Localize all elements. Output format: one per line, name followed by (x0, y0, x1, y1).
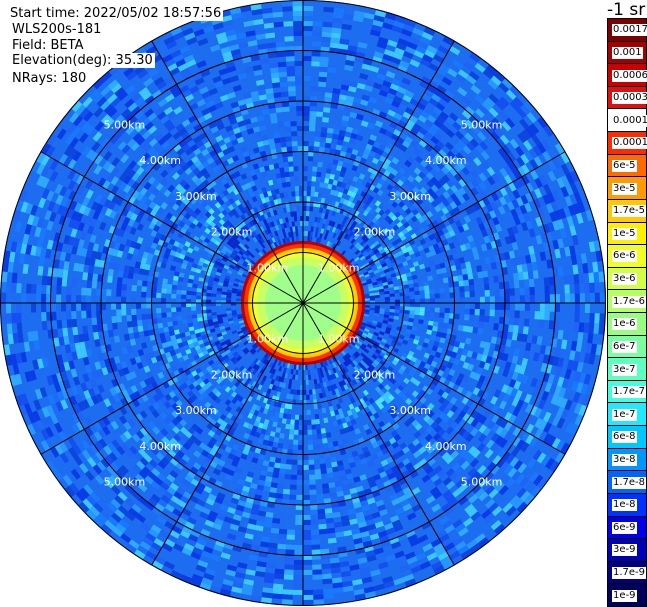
azimuth-spoke (151, 302, 304, 566)
colorbar-tick-label: 1e-8 (612, 499, 637, 512)
colorbar-tick-label: 1.7e-8 (612, 476, 647, 489)
colorbar-tick-label: 0.00017 (612, 114, 647, 127)
colorbar-swatch: 3e-6 (607, 266, 647, 291)
azimuth-spoke (151, 40, 304, 304)
azimuth-spoke (40, 151, 304, 304)
range-ring-label: 5.00km (104, 476, 146, 489)
colorbar-swatch: 3e-9 (607, 538, 647, 562)
colorbar-tick-label: 0.001 (612, 46, 643, 59)
colorbar-swatch: 0.0017 (607, 18, 647, 42)
colorbar-swatch: 1.7e-5 (607, 198, 647, 223)
colorbar-swatch: 0.0006 (607, 63, 647, 87)
colorbar-swatch: 1.7e-9 (607, 560, 647, 585)
colorbar-swatch: 1.7e-6 (607, 289, 647, 313)
colorbar-swatch: 1e-8 (607, 492, 647, 517)
range-ring-label: 3.00km (175, 404, 217, 417)
azimuth-spoke (302, 302, 455, 566)
colorbar-tick-label: 3e-9 (612, 544, 637, 557)
colorbar-tick-label: 0.0017 (612, 24, 647, 37)
colorbar-swatch: 1e-6 (607, 312, 647, 336)
colorbar-swatch: 0.0001 (607, 131, 647, 155)
range-ring-label: 4.00km (425, 440, 467, 453)
range-ring-label: 3.00km (389, 404, 431, 417)
colorbar-swatch: 0.00017 (607, 108, 647, 133)
range-ring-label: 2.00km (211, 368, 253, 381)
azimuth-spoke (302, 151, 566, 304)
azimuth-spokes (0, 0, 606, 606)
device-label: WLS200s-181 (10, 22, 104, 37)
colorbar-tick-label: 3e-7 (612, 363, 637, 376)
azimuth-spoke (302, 302, 566, 455)
colorbar-tick-label: 6e-6 (612, 250, 637, 263)
range-ring-label: 5.00km (104, 118, 146, 131)
colorbar-tick-label: 0.0006 (612, 69, 647, 82)
colorbar-tick-label: 1e-7 (612, 408, 637, 421)
range-ring-label: 2.00km (354, 368, 396, 381)
elevation-label: Elevation(deg): 35.30 (10, 53, 155, 68)
colorbar-tick-label: 1.7e-6 (612, 295, 647, 308)
nrays-label: NRays: 180 (10, 71, 89, 86)
colorbar-swatch: 1e-9 (607, 583, 647, 607)
colorbar-tick-label: 6e-5 (612, 159, 637, 172)
range-ring-label: 1.00km (318, 261, 360, 274)
range-ring-labels: 1.00km 1.00km 1.00km 1.00km 2.00km 2.00km 2.00… (104, 118, 503, 488)
start-time-label: Start time: 2022/05/02 18:57:56 (8, 6, 224, 21)
range-ring-label: 5.00km (461, 118, 503, 131)
colorbar-tick-label: 1.7e-7 (612, 386, 647, 399)
colorbar: 0.0017 0.001 0.0006 0.0003 0.00017 0.0001 6e-5… (607, 18, 647, 607)
colorbar-swatch: 6e-5 (607, 153, 647, 178)
range-ring-label: 1.00km (247, 261, 289, 274)
colorbar-tick-label: 1e-9 (612, 589, 637, 602)
colorbar-swatch: 1e-5 (607, 221, 647, 246)
colorbar-swatch: 6e-7 (607, 334, 647, 359)
colorbar-tick-label: 6e-7 (612, 340, 637, 353)
colorbar-swatch: 3e-5 (607, 176, 647, 200)
range-ring-label: 4.00km (425, 154, 467, 167)
range-ring-label: 1.00km (318, 333, 360, 346)
azimuth-spoke (40, 302, 304, 455)
range-ring-label: 4.00km (139, 440, 181, 453)
colorbar-swatch: 1.7e-7 (607, 379, 647, 404)
colorbar-swatch: 0.0003 (607, 85, 647, 110)
colorbar-swatch: 6e-8 (607, 425, 647, 449)
colorbar-swatch: 3e-7 (607, 357, 647, 381)
colorbar-swatch: 6e-6 (607, 244, 647, 268)
range-ring-label: 1.00km (247, 333, 289, 346)
colorbar-tick-label: 3e-5 (612, 182, 637, 195)
colorbar-tick-label: 0.0001 (612, 137, 647, 150)
colorbar-swatch: 3e-8 (607, 447, 647, 472)
colorbar-tick-label: 1.7e-9 (612, 567, 647, 580)
colorbar-tick-label: 3e-8 (612, 453, 637, 466)
range-ring-label: 4.00km (139, 154, 181, 167)
colorbar-tick-label: 0.0003 (612, 92, 647, 105)
colorbar-tick-label: 1.7e-5 (612, 205, 647, 218)
colorbar-swatch: 1.7e-8 (607, 470, 647, 494)
azimuth-spoke (302, 40, 455, 304)
colorbar-tick-label: 6e-9 (612, 521, 637, 534)
colorbar-swatch: 6e-9 (607, 515, 647, 540)
colorbar-tick-label: 3e-6 (612, 273, 637, 286)
colorbar-tick-label: 6e-8 (612, 431, 637, 444)
ppi-scan-map: 1.00km 1.00km 1.00km 1.00km 2.00km 2.00km 2.00… (0, 0, 606, 606)
colorbar-swatch: 0.001 (607, 40, 647, 65)
range-ring-label: 3.00km (389, 190, 431, 203)
colorbar-swatch: 1e-7 (607, 402, 647, 427)
field-label: Field: BETA (10, 38, 86, 53)
colorbar-tick-label: 1e-6 (612, 318, 637, 331)
colorbar-tick-label: 1e-5 (612, 227, 637, 240)
colorbar-unit-label: -1 sr (607, 0, 646, 20)
range-ring-label: 5.00km (461, 476, 503, 489)
range-ring-label: 2.00km (354, 226, 396, 239)
range-ring-label: 3.00km (175, 190, 217, 203)
range-ring-label: 2.00km (211, 226, 253, 239)
